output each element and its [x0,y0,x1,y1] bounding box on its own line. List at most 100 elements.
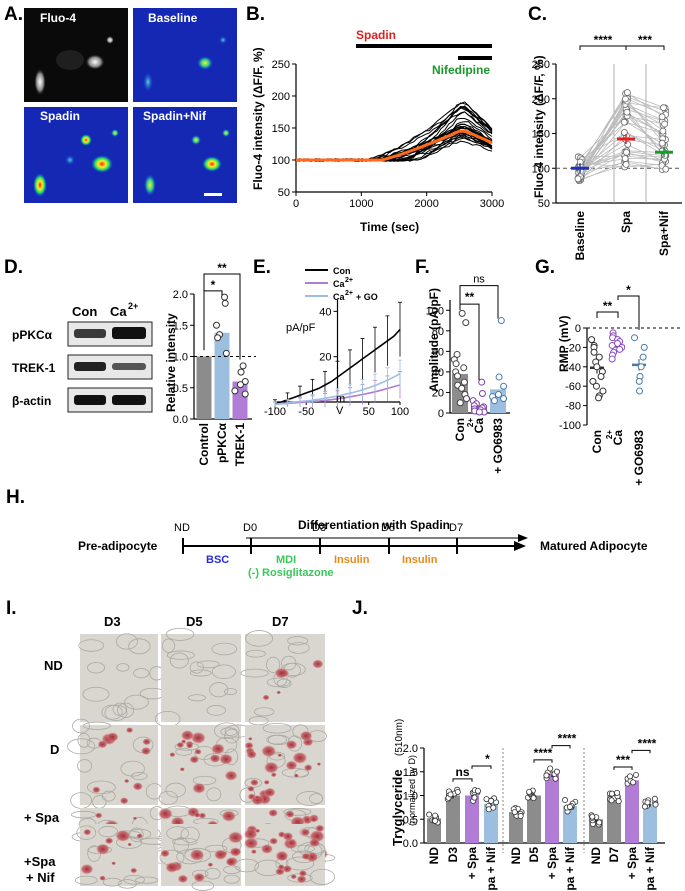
relative-intensity-chart: 0.0 0.5 1.0 1.5 2.0 Control pPKCα TREK-1 *** [173,261,256,466]
j-bar [484,804,498,843]
b-xtick-label: 3000 [480,198,504,210]
panel-h-label: H. [6,487,25,508]
d-point [222,349,230,357]
j-point [608,790,615,797]
cell-outline [211,642,238,656]
blot-col-ca-sup: 2+ [128,301,138,311]
f-point [494,391,502,399]
cell-outline [189,661,204,674]
d-point [236,381,244,389]
g-point [599,387,607,395]
f-point [460,378,468,386]
cell-outline [211,664,236,679]
j-point [608,797,615,804]
d-category-label: pPKCα [215,422,229,463]
g-point [636,387,644,395]
blot-col-ca: Ca [110,304,127,319]
d-ytick-label: 0.5 [173,383,188,395]
step-insulin-1: Insulin [334,554,370,566]
lipid-droplet [277,753,283,758]
lipid-droplet [310,816,318,823]
lipid-droplet [140,746,152,756]
f-point [463,395,471,403]
panel-i-label: I. [6,598,17,619]
d-point [241,390,249,398]
j-category-label: + Spa + Nif [643,846,657,891]
f-point [490,397,498,405]
fluo4-label: Fluo-4 [40,11,76,25]
b-xtick-label: 0 [293,198,299,210]
j-point [566,803,573,810]
g-point [635,377,643,385]
cell-outline [77,733,91,748]
j-category-label: D5 [527,847,541,863]
cell-outline [67,738,96,755]
lipid-droplet [293,773,299,778]
lipid-droplet [193,872,206,883]
lipid-droplet [115,829,131,843]
cell-outline [192,775,217,786]
c-point [621,155,629,162]
j-bar [509,812,523,843]
row-spa: + Spa [24,810,60,825]
g-category-sup: 2+ [605,430,614,439]
j-sig-bracket [613,766,633,770]
lipid-droplet [276,690,281,695]
j-bar [465,795,479,843]
j-sig-bracket [471,765,492,769]
lipid-droplet [287,839,297,847]
e-xtick-label: 50 [363,406,375,418]
g-point [637,363,645,371]
cell-outline [204,867,221,880]
lipid-droplet [132,816,138,821]
cell-outline [101,790,116,802]
nifedipine-bar-label: Nifedipine [432,63,490,77]
e-xtick-label: -100 [264,406,286,418]
g-category-label: Ca [611,430,625,446]
j-category-label: ND [589,847,603,865]
j-point [432,817,439,824]
lipid-droplet [95,843,111,855]
j-category-label: ND [427,847,441,865]
d-point [221,299,229,307]
cell-outline [82,721,111,730]
j-ytick-label: 0.0 [403,838,418,850]
lipid-droplet [192,782,207,794]
cell-outline [173,837,189,854]
j-point [626,773,633,780]
cell-outline [189,669,212,677]
panel-a-images [24,8,237,203]
panel-g-label: G. [535,257,555,278]
timeline-end: Matured Adipocyte [540,539,648,553]
panel-j-ylabel: Tryglyceride [390,769,405,846]
oil-red-o-images [67,627,336,891]
micrograph-tile [80,634,158,722]
lipid-droplet [300,828,311,837]
lipid-droplet [285,739,298,750]
f-point [458,309,466,317]
lipid-droplet [160,849,170,858]
lipid-droplet [80,863,94,875]
c-point [620,118,628,126]
g-point [639,353,647,361]
f-point [453,350,461,358]
lipid-droplet [124,778,130,784]
f-ytick-label: 0 [438,408,444,420]
western-blot [67,321,153,413]
cell-outline [224,728,240,744]
g-point [640,343,648,351]
cell-outline [245,630,274,647]
cell-outline [133,668,150,679]
lipid-droplet [247,785,255,792]
j-category-label: + Spa + Nif [484,846,498,891]
panel-c-ylabel: Fluo-4 intensity (ΔF/F, %) [532,55,546,198]
d-sig-bracket [203,273,241,360]
c-point [620,129,628,136]
j-point [547,765,554,772]
cell-outline [285,856,315,871]
lipid-droplet [106,731,119,742]
panel-e-xunit-v: V [336,405,344,417]
scale-bar [204,193,222,196]
lipid-droplet [210,743,226,755]
